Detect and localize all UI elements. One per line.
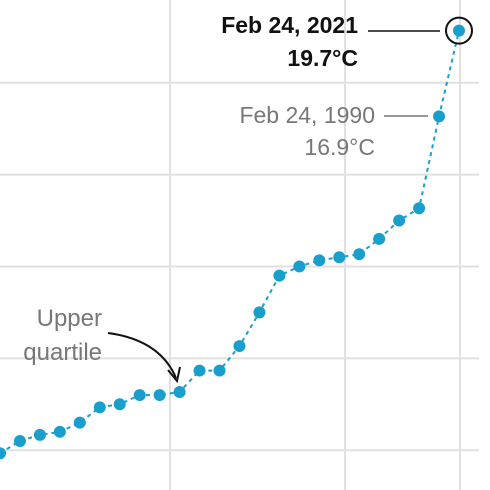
arrow-head [167, 366, 181, 384]
point [233, 340, 246, 353]
point [193, 364, 206, 377]
point [153, 389, 166, 402]
arrow [107, 332, 177, 379]
point [273, 269, 286, 282]
point [133, 389, 146, 402]
point [33, 428, 46, 441]
point [0, 447, 6, 460]
point [353, 248, 366, 261]
point [113, 398, 126, 411]
point [373, 232, 386, 245]
point [173, 386, 186, 398]
line [0, 30, 460, 455]
point [73, 416, 86, 429]
point [53, 425, 66, 438]
annotation-date: Feb 24, 2021 [221, 12, 358, 38]
point [333, 251, 346, 264]
annotation: Upper quartile [23, 305, 102, 366]
point [293, 260, 306, 273]
point [453, 24, 465, 37]
point [13, 435, 26, 447]
point [433, 110, 446, 123]
value-label: 19.7°C [287, 45, 358, 71]
point [253, 306, 266, 319]
point [413, 202, 426, 215]
point [393, 214, 406, 227]
value-label: 16.9°C [304, 134, 375, 160]
annotation-date: Feb 24, 1990 [239, 102, 375, 128]
point [313, 254, 326, 267]
point [93, 401, 106, 414]
highlight-ring [445, 16, 473, 45]
point [213, 364, 226, 377]
